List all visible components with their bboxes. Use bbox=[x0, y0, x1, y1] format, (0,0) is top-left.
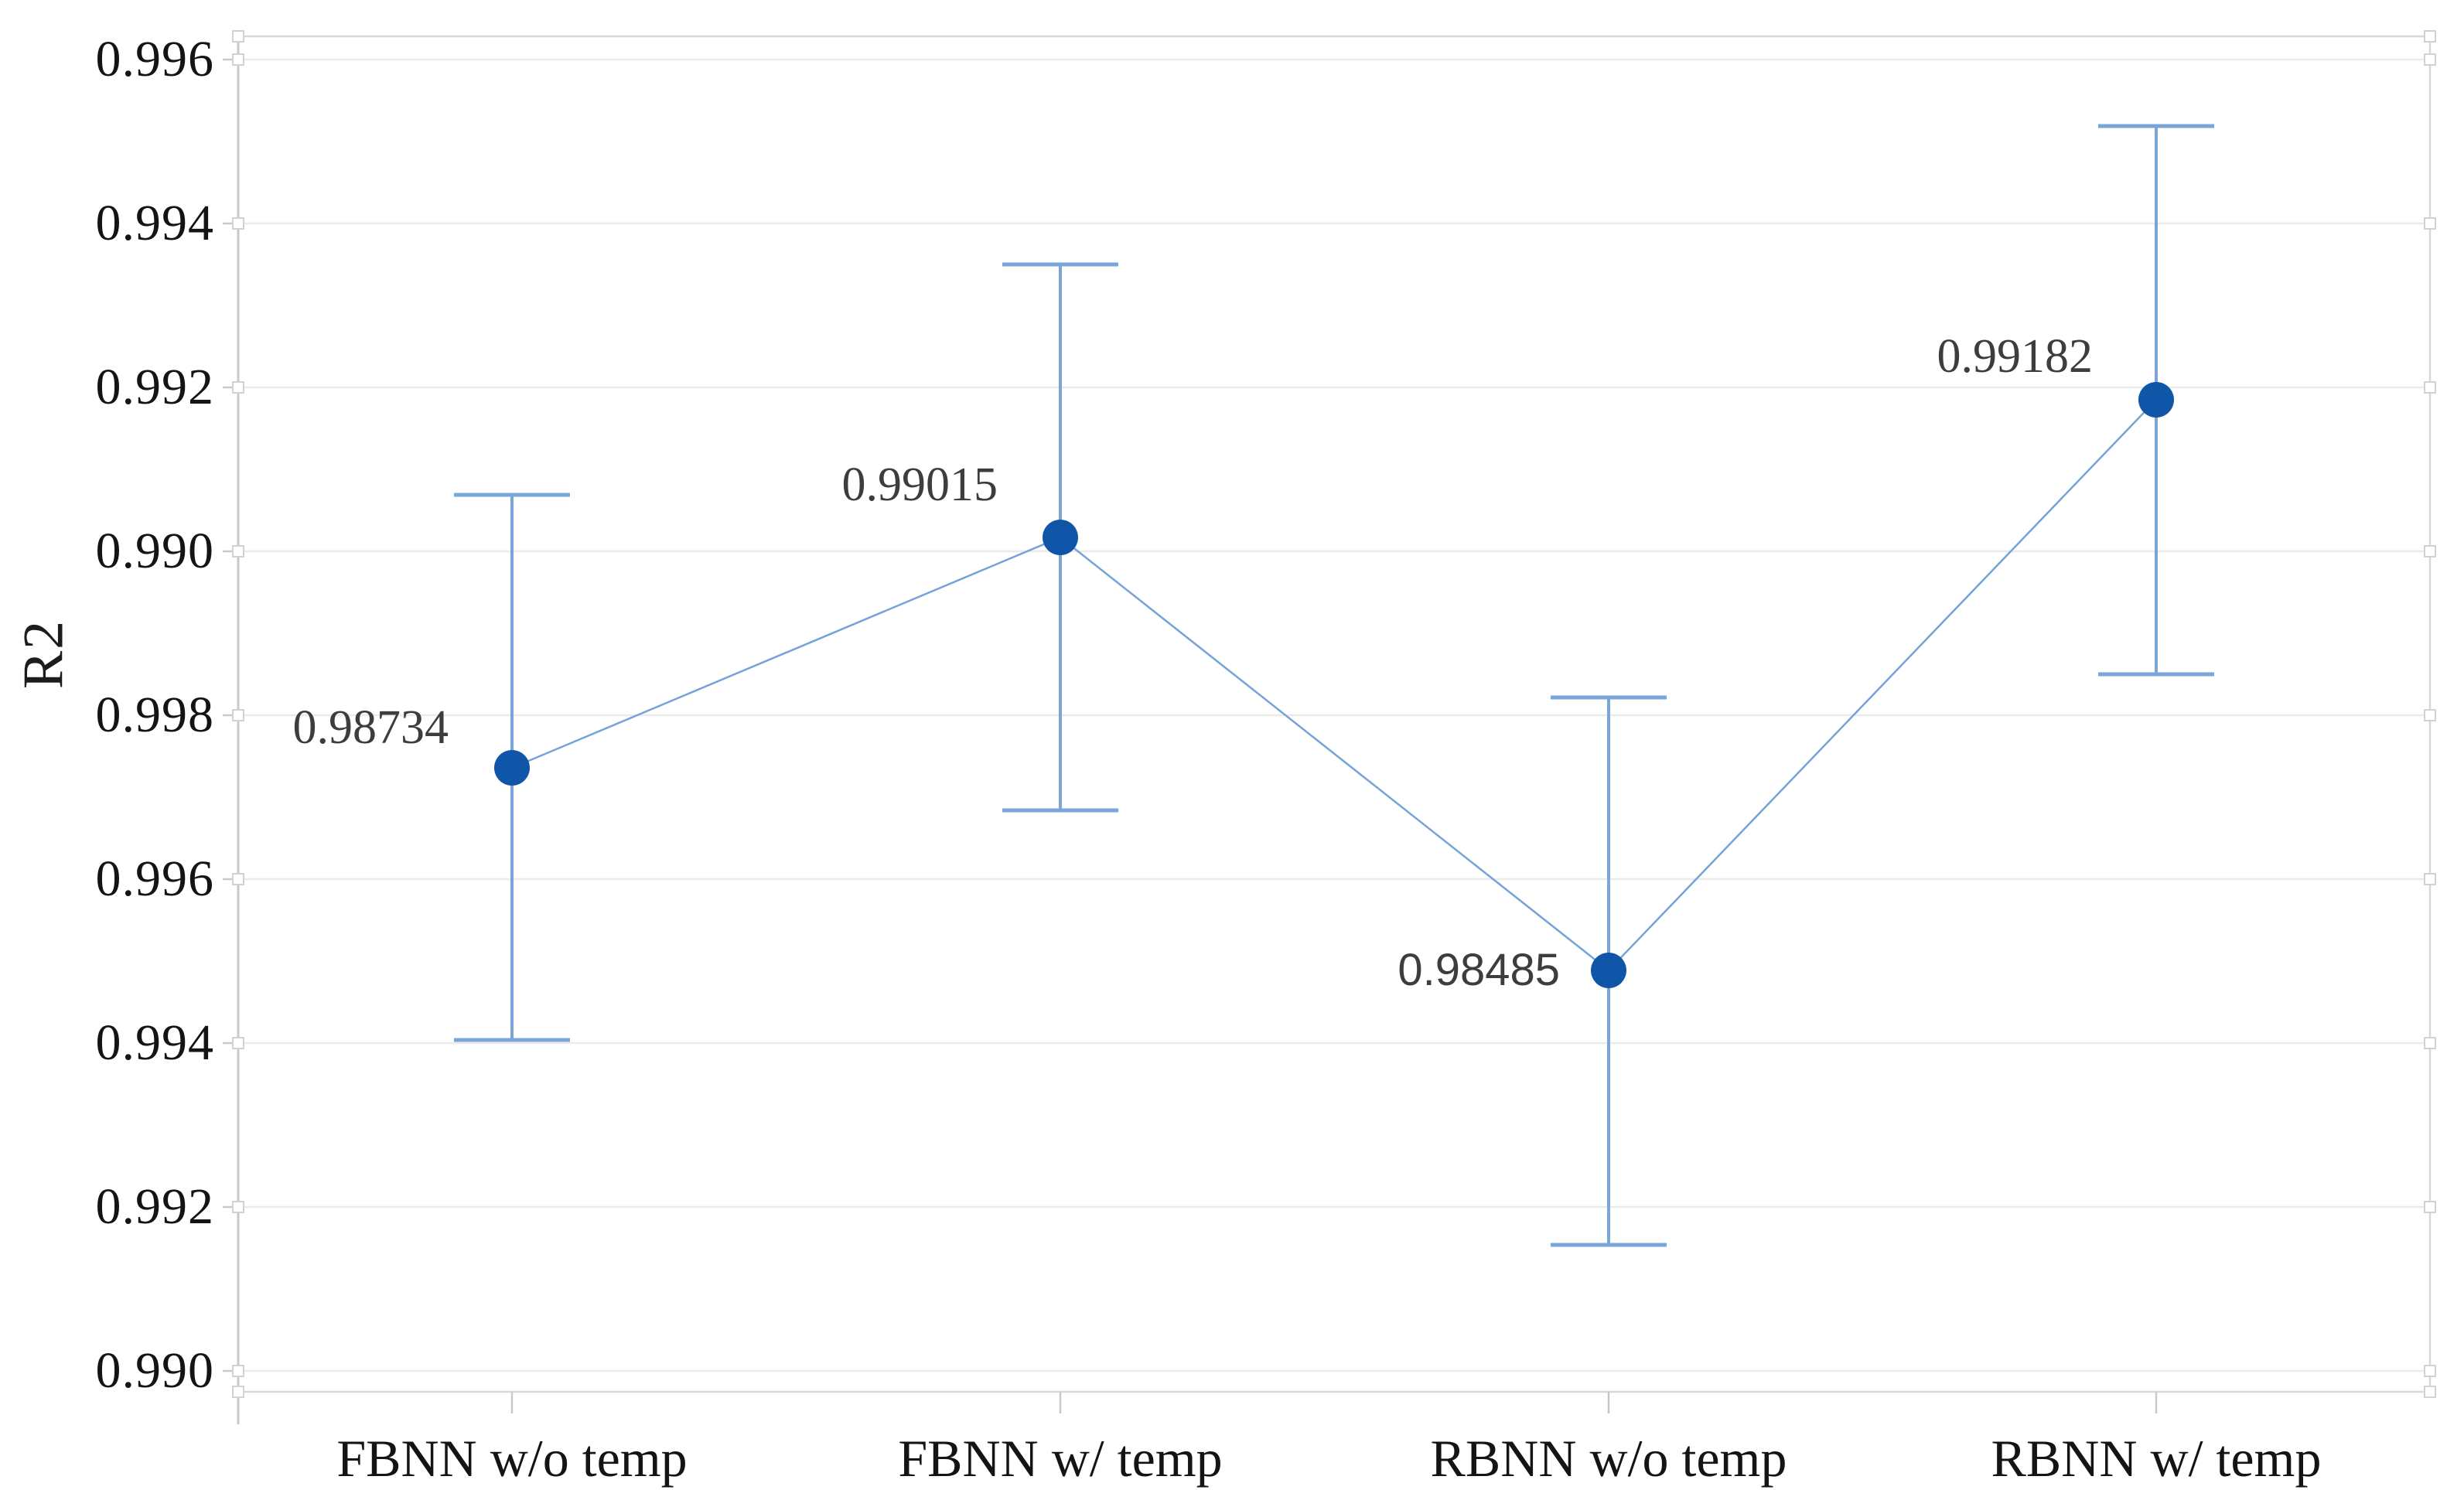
tick-end-square bbox=[232, 53, 244, 66]
tick-end-square bbox=[232, 545, 244, 557]
tick-end-square bbox=[2424, 545, 2436, 557]
x-category-label: FBNN w/o temp bbox=[336, 1429, 688, 1488]
data-point-marker bbox=[1591, 953, 1626, 988]
y-tick-label: 0.990 bbox=[95, 523, 214, 579]
point-value-label: 0.99182 bbox=[1937, 330, 2094, 383]
tick-end-square bbox=[232, 709, 244, 721]
tick-end-square bbox=[2424, 1037, 2436, 1049]
tick-end-square bbox=[2424, 873, 2436, 885]
data-point-marker bbox=[494, 750, 530, 786]
tick-end-square bbox=[232, 217, 244, 230]
y-tick-label: 0.994 bbox=[95, 1014, 214, 1071]
tick-end-square bbox=[232, 1037, 244, 1049]
tick-end-square bbox=[232, 30, 244, 43]
tick-end-square bbox=[232, 1386, 244, 1398]
x-category-label: RBNN w/ temp bbox=[1991, 1429, 2322, 1488]
tick-end-square bbox=[2424, 1201, 2436, 1213]
y-tick-label: 0.998 bbox=[95, 687, 214, 743]
y-axis-title: R2 bbox=[12, 619, 76, 690]
tick-end-square bbox=[2424, 53, 2436, 66]
point-value-label: 0.98485 bbox=[1398, 945, 1560, 995]
tick-end-square bbox=[232, 1365, 244, 1377]
point-value-label: 0.98734 bbox=[292, 701, 449, 754]
tick-end-square bbox=[2424, 1386, 2436, 1398]
y-tick-label: 0.996 bbox=[95, 851, 214, 907]
tick-end-square bbox=[2424, 709, 2436, 721]
tick-end-square bbox=[232, 1201, 244, 1213]
data-point-marker bbox=[2138, 382, 2174, 418]
y-tick-label: 0.992 bbox=[95, 1178, 214, 1235]
y-tick-label: 0.990 bbox=[95, 1342, 214, 1399]
tick-end-square bbox=[232, 873, 244, 885]
data-point-marker bbox=[1043, 520, 1078, 555]
x-category-label: RBNN w/o temp bbox=[1430, 1429, 1787, 1488]
point-value-label: 0.99015 bbox=[841, 459, 998, 511]
tick-end-square bbox=[232, 381, 244, 394]
connector-line bbox=[511, 399, 2157, 972]
y-tick-label: 0.994 bbox=[95, 195, 214, 251]
tick-end-square bbox=[2424, 30, 2436, 43]
tick-end-square bbox=[2424, 381, 2436, 394]
tick-end-square bbox=[2424, 1365, 2436, 1377]
x-category-label: FBNN w/ temp bbox=[898, 1429, 1223, 1488]
y-tick-label: 0.992 bbox=[95, 359, 214, 415]
y-tick-label: 0.996 bbox=[95, 31, 214, 87]
tick-end-square bbox=[2424, 217, 2436, 230]
